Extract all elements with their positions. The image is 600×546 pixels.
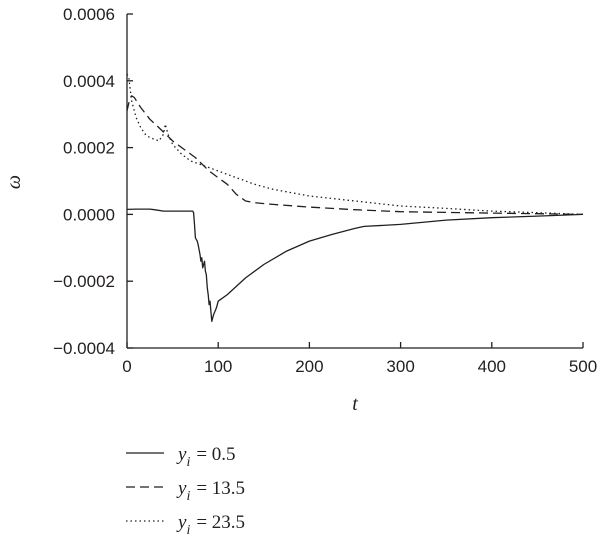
x-tick-label: 300 <box>386 357 414 376</box>
axes <box>126 14 583 349</box>
y-axis-title: ω <box>3 175 25 189</box>
x-axis-title: t <box>352 393 358 415</box>
y-tick-label: 0.0006 <box>63 5 115 24</box>
x-tick-label: 500 <box>569 357 597 376</box>
y-tick-label: 0.0000 <box>63 205 115 224</box>
legend-label-2: yi = 13.5 <box>176 478 245 504</box>
series-line-1 <box>126 208 584 322</box>
series-line-2 <box>126 95 584 216</box>
x-tick-label: 0 <box>122 357 131 376</box>
y-tick-label: 0.0004 <box>63 72 115 91</box>
series-line-3 <box>126 73 584 216</box>
ticks: 0 100 200 300 400 500 −0.0004 −0.0002 0.0000 0.00… <box>53 5 597 376</box>
plot-area <box>126 73 584 322</box>
x-tick-label: 200 <box>295 357 323 376</box>
y-tick-label: −0.0004 <box>53 339 115 358</box>
legend-label-1: yi = 0.5 <box>176 444 236 470</box>
y-tick-label: −0.0002 <box>53 272 115 291</box>
legend: yi = 0.5 yi = 13.5 yi = 23.5 <box>126 444 245 538</box>
x-tick-label: 400 <box>478 357 506 376</box>
legend-label-3: yi = 23.5 <box>176 512 245 538</box>
y-tick-label: 0.0002 <box>63 139 115 158</box>
x-tick-label: 100 <box>204 357 232 376</box>
